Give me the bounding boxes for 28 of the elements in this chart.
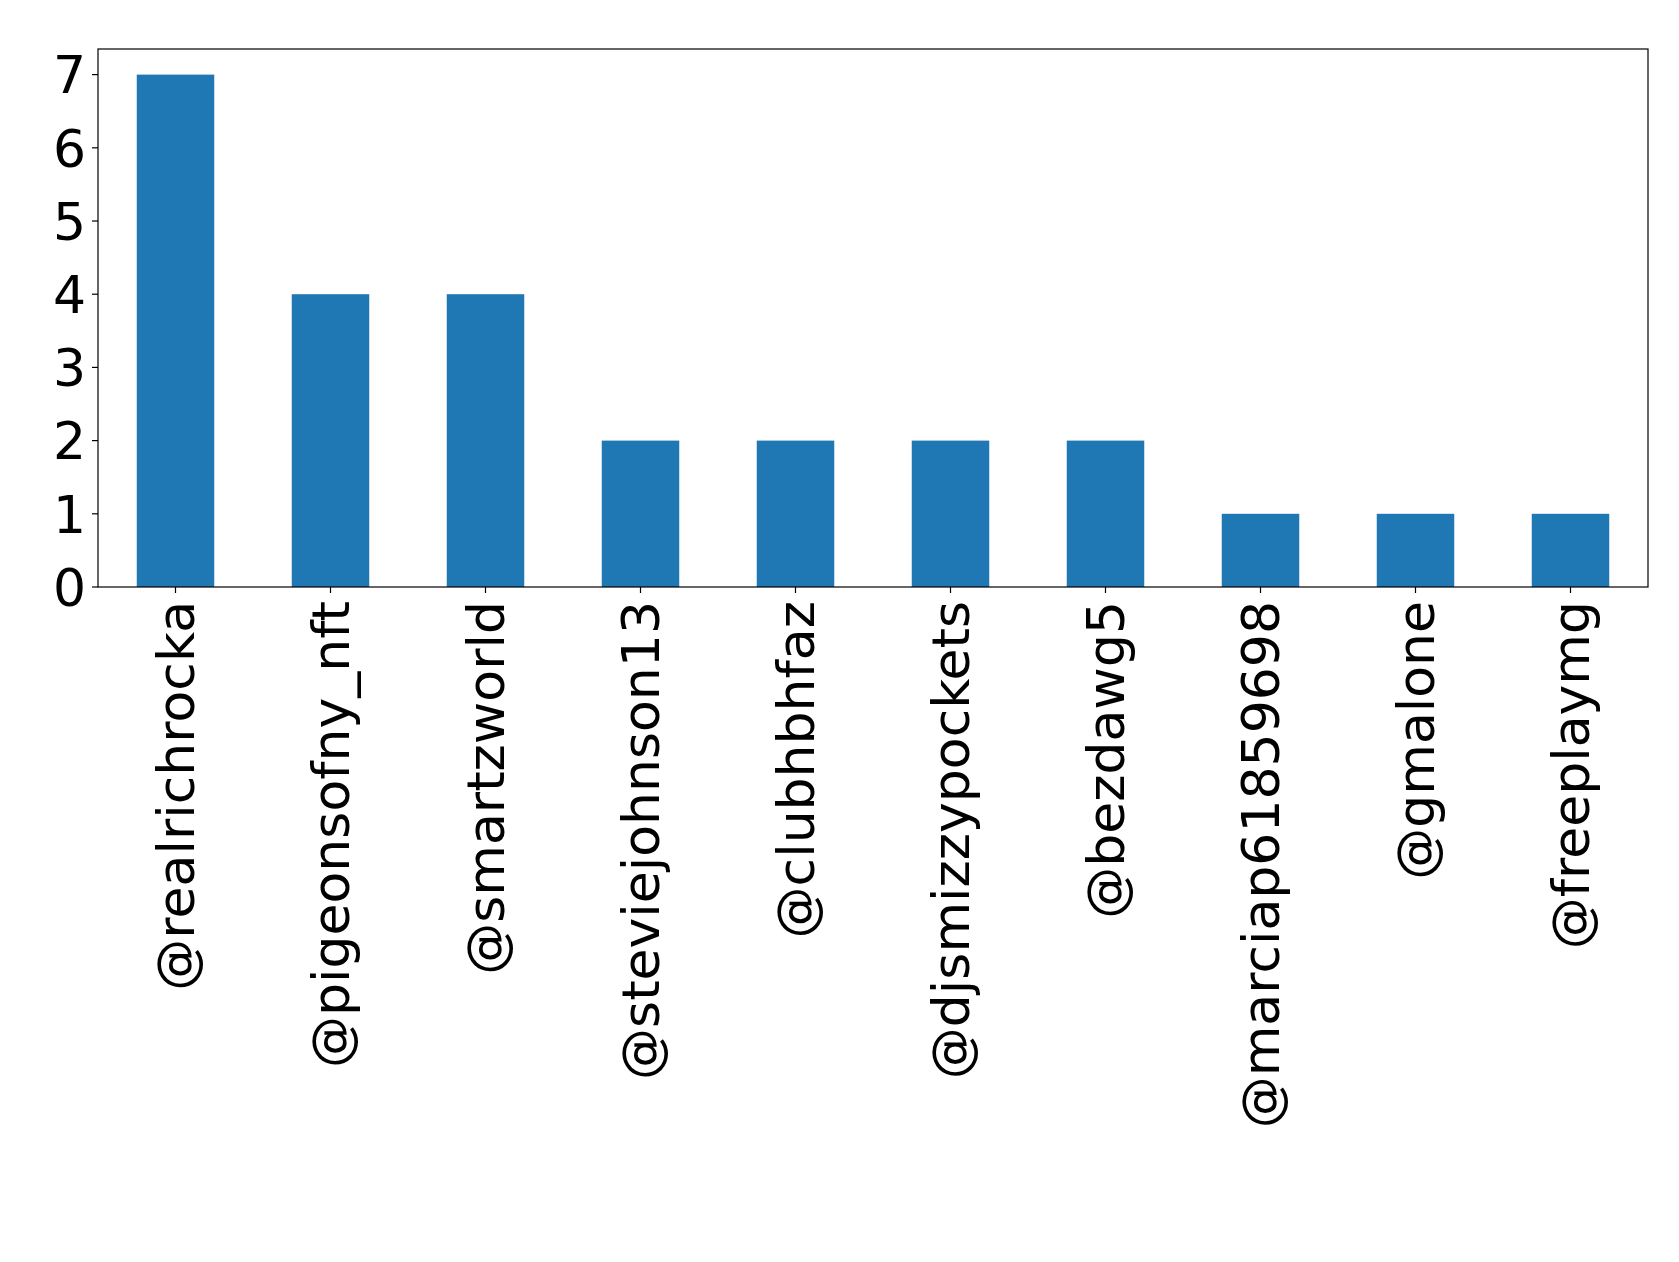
x-tick-label: @marciap61859698 [1231, 601, 1292, 1129]
bar [446, 294, 525, 587]
bar [911, 440, 990, 587]
y-tick-label: 3 [52, 338, 86, 399]
bar [291, 294, 370, 587]
x-tick-label: @bezdawg5 [1076, 601, 1137, 919]
y-tick-label: 0 [52, 557, 86, 618]
x-tick-label: @freeplaymg [1541, 601, 1602, 950]
y-tick-label: 1 [52, 484, 86, 545]
y-tick-label: 6 [52, 118, 86, 179]
bar [756, 440, 835, 587]
bar [1531, 513, 1610, 587]
bar [601, 440, 680, 587]
bar [1066, 440, 1145, 587]
y-tick-label: 7 [52, 45, 86, 106]
x-tick-label: @djsmizzypockets [921, 601, 982, 1080]
bar [136, 74, 215, 587]
y-tick-label: 2 [52, 411, 86, 472]
y-tick-label: 5 [52, 191, 86, 252]
x-tick-label: @steviejohnson13 [611, 601, 672, 1080]
y-tick-label: 4 [52, 264, 86, 325]
bar [1376, 513, 1455, 587]
x-tick-label: @smartzworld [456, 601, 517, 975]
x-tick-label: @gmalone [1386, 601, 1447, 880]
x-tick-label: @pigeonsofny_nft [301, 601, 362, 1068]
x-tick-label: @clubhbhfaz [766, 601, 827, 939]
x-tick-label: @realrichrocka [146, 601, 207, 991]
bar [1221, 513, 1300, 587]
